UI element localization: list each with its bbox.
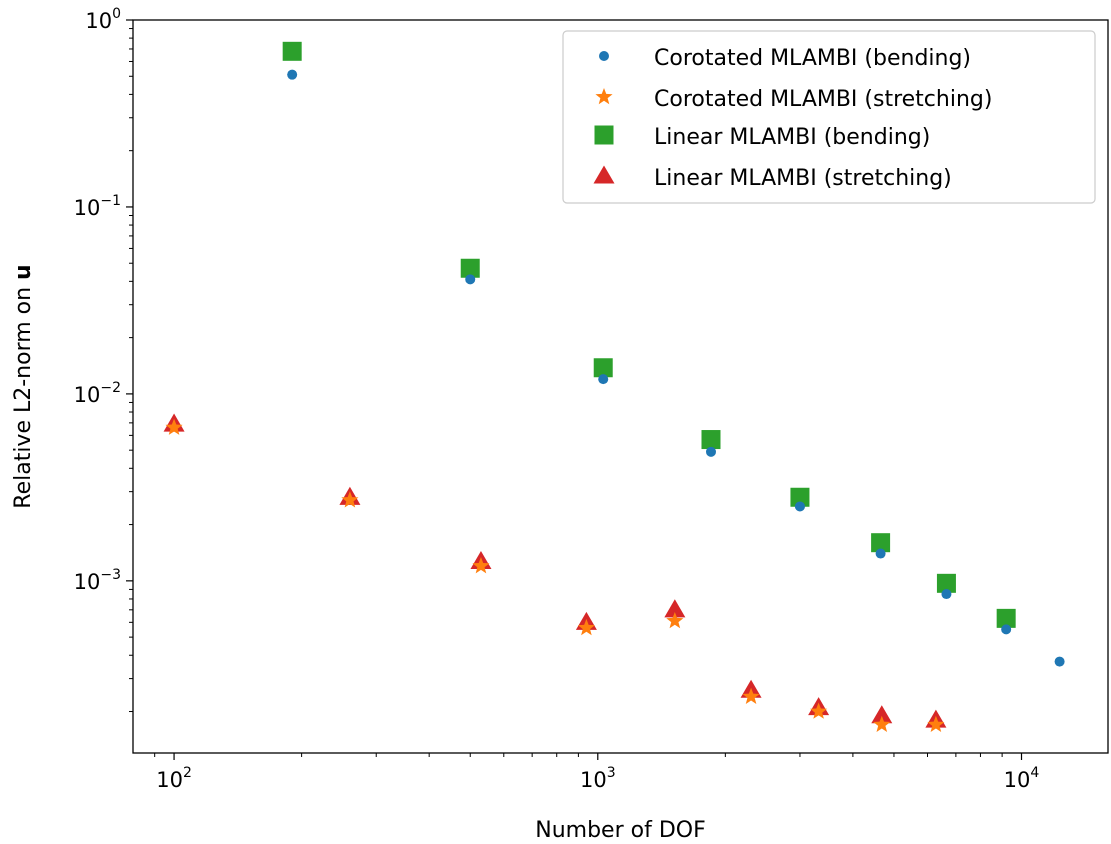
y-tick-label: 10−1 — [74, 193, 121, 220]
data-point-square — [790, 487, 810, 507]
data-point-star — [341, 491, 359, 508]
x-tick-exp: 3 — [607, 765, 616, 781]
x-tick-label: 103 — [580, 765, 616, 792]
data-point-star — [577, 618, 595, 636]
data-point-star — [472, 557, 490, 574]
y-tick-base: 10 — [74, 570, 101, 594]
y-axis-label-text: Relative L2-norm on — [11, 280, 36, 509]
y-axis-label: Relative L2-norm on u — [11, 264, 36, 508]
x-axis-label: Number of DOF — [535, 818, 705, 843]
legend-entry-label: Corotated MLAMBI (stretching) — [654, 87, 992, 112]
y-axis-label-bold: u — [11, 264, 36, 280]
data-point-square — [996, 608, 1016, 628]
y-tick-exp: −1 — [100, 193, 121, 209]
data-point-circle — [1054, 656, 1065, 667]
data-point-square — [936, 573, 956, 593]
series-star — [165, 418, 945, 732]
y-tick-label: 10−3 — [74, 567, 121, 594]
plot-frame — [132, 19, 1109, 754]
legend: Corotated MLAMBI (bending) Corotated MLAM… — [562, 30, 1096, 204]
legend-marker-triangle — [593, 165, 615, 184]
x-tick-exp: 4 — [1030, 765, 1039, 781]
x-tick-label: 104 — [1004, 765, 1040, 792]
data-point-square — [701, 430, 721, 450]
y-tick-base: 10 — [74, 383, 101, 407]
data-point-circle — [1001, 624, 1012, 635]
data-point-star — [666, 611, 684, 629]
data-point-square — [593, 358, 613, 378]
y-tick-exp: −2 — [100, 380, 121, 396]
y-tick-exp: 0 — [112, 6, 121, 22]
x-tick-base: 10 — [156, 768, 183, 792]
data-point-circle — [941, 589, 952, 600]
legend-entry-label: Linear MLAMBI (stretching) — [654, 166, 952, 191]
data-marks — [163, 41, 1065, 732]
y-tick-base: 10 — [74, 196, 101, 220]
data-point-circle — [598, 374, 609, 385]
legend-entry-label: Corotated MLAMBI (bending) — [654, 46, 971, 71]
data-point-star — [810, 702, 828, 719]
y-tick-label: 10−2 — [74, 380, 121, 407]
data-point-star — [873, 715, 891, 732]
data-point-square — [871, 533, 891, 553]
legend-marker-circle — [599, 51, 609, 61]
y-tick-base: 10 — [85, 9, 112, 33]
data-point-star — [742, 687, 760, 704]
data-point-triangle — [664, 599, 686, 618]
x-tick-base: 10 — [1004, 768, 1031, 792]
data-point-square — [460, 258, 480, 278]
data-point-circle — [465, 274, 476, 285]
data-point-circle — [875, 548, 886, 559]
data-point-circle — [287, 69, 298, 80]
series-circle — [287, 69, 1065, 667]
data-point-circle — [705, 446, 716, 457]
legend-marker-square — [594, 125, 614, 145]
x-tick-base: 10 — [580, 768, 607, 792]
data-point-star — [165, 418, 183, 435]
x-tick-label: 102 — [156, 765, 192, 792]
series-square — [282, 41, 1016, 628]
legend-entry-label: Linear MLAMBI (bending) — [654, 125, 930, 150]
data-point-triangle — [871, 705, 893, 724]
data-point-star — [927, 715, 945, 732]
y-tick-exp: −3 — [100, 567, 121, 583]
data-point-square — [282, 41, 302, 61]
y-tick-label: 100 — [85, 6, 121, 33]
x-tick-exp: 2 — [183, 765, 192, 781]
data-point-circle — [794, 501, 805, 512]
legend-box — [562, 30, 1096, 204]
legend-marker-star — [595, 88, 613, 105]
